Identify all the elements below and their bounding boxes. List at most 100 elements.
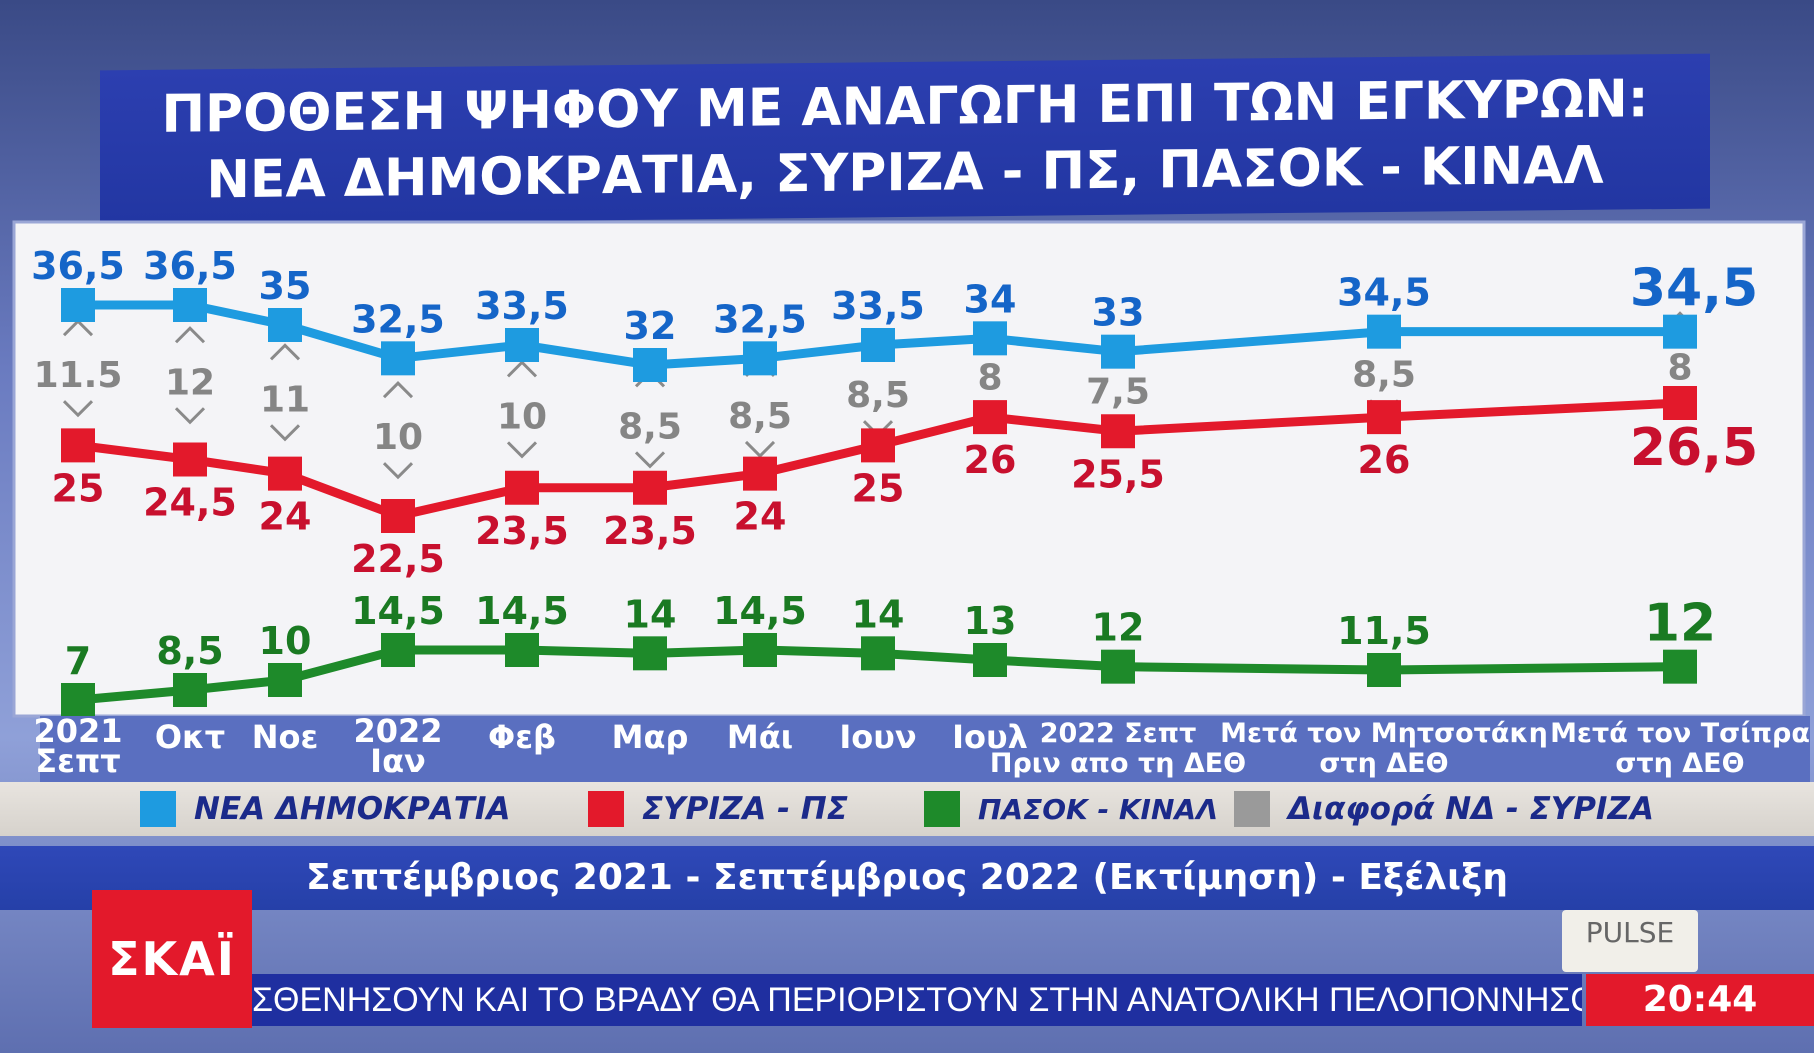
diff-label-3: 10 [373,417,423,458]
diff-label-10: 8,5 [1352,354,1416,395]
marker-nd-5 [633,348,667,382]
diff-label-9: 7,5 [1086,371,1150,412]
marker-nd-11 [1663,314,1697,349]
legend-item-syriza: ΣΥΡΙΖΑ - ΠΣ [588,791,848,827]
series-markers [61,288,1697,717]
data-label-pasok-3: 14,5 [351,589,445,633]
data-label-pasok-8: 13 [964,599,1017,643]
marker-pasok-5 [633,636,667,671]
data-label-syriza-9: 25,5 [1071,452,1165,496]
data-label-nd-1: 36,5 [143,244,237,288]
diff-arrow-up-1 [174,326,206,344]
marker-syriza-11 [1663,386,1697,420]
marker-pasok-0 [61,683,95,717]
data-labels: 36,5 36,5 35 32,5 33,5 32 32,5 33,5 34 33 34,5 34,5… [31,244,1758,683]
x-tick-label-8-0: Ιουλ [952,718,1028,756]
marker-nd-9 [1101,334,1135,369]
legend-label-diff: Διαφορά ΝΔ - ΣΥΡΙΖΑ [1288,791,1654,827]
marker-syriza-4 [505,470,539,505]
marker-pasok-8 [973,643,1007,677]
marker-syriza-3 [381,499,415,533]
data-label-syriza-8: 26 [964,438,1017,482]
x-tick-label-6-0: Μάι [727,718,793,756]
marker-nd-10 [1367,314,1401,349]
data-label-pasok-6: 14,5 [713,589,807,633]
data-label-nd-7: 33,5 [831,284,925,328]
channel-logo: ΣΚΑΪ [92,890,252,1028]
marker-nd-7 [861,328,895,362]
diff-arrow-down-6 [744,440,776,459]
diff-arrow-down-2 [269,424,301,442]
x-tick-label-1-0: Οκτ [155,718,225,756]
x-tick-label-7-0: Ιουν [839,718,916,756]
diff-label-0: 11.5 [34,355,123,396]
x-tick-label-11-1: στη ΔΕΘ [1615,748,1744,779]
legend-label-syriza: ΣΥΡΙΖΑ - ΠΣ [642,791,848,827]
legend: ΝΕΑ ΔΗΜΟΚΡΑΤΙΑ ΣΥΡΙΖΑ - ΠΣ ΠΑΣΟΚ - ΚΙΝΑΛ… [0,782,1814,836]
data-label-nd-8: 34 [964,277,1017,321]
marker-syriza-8 [973,400,1007,435]
legend-item-pasok: ΠΑΣΟΚ - ΚΙΝΑΛ [924,791,1218,827]
legend-label-pasok: ΠΑΣΟΚ - ΚΙΝΑΛ [978,792,1218,826]
data-label-pasok-5: 14 [624,592,677,636]
marker-syriza-7 [861,428,895,463]
diff-label-11: 8 [1667,347,1692,388]
marker-syriza-0 [61,428,95,463]
data-label-pasok-9: 12 [1092,606,1145,650]
x-tick-label-3-0: 2022 [353,712,442,750]
data-label-nd-11: 34,5 [1630,259,1758,319]
data-label-syriza-0: 25 [52,466,105,510]
marker-pasok-7 [861,636,895,671]
legend-swatch-diff [1234,791,1270,827]
diff-label-8: 8 [977,358,1002,399]
legend-item-diff: Διαφορά ΝΔ - ΣΥΡΙΖΑ [1234,791,1654,827]
x-tick-label-9-1: Πριν απο τη ΔΕΘ [990,748,1246,779]
data-label-nd-0: 36,5 [31,244,125,288]
x-tick-label-0-0: 2021 [33,712,122,750]
x-axis-band [40,716,1810,782]
marker-pasok-9 [1101,649,1135,684]
broadcast-clock: 20:44 [1586,974,1814,1026]
marker-syriza-10 [1367,400,1401,435]
x-tick-label-0-1: Σεπτ [35,742,120,780]
marker-pasok-2 [268,663,302,697]
marker-syriza-6 [743,456,777,491]
marker-pasok-11 [1663,649,1697,684]
marker-pasok-3 [381,633,415,667]
data-label-nd-10: 34,5 [1337,271,1431,315]
marker-pasok-10 [1367,653,1401,687]
data-label-syriza-10: 26 [1358,438,1411,482]
data-label-syriza-4: 23,5 [475,509,569,553]
marker-nd-0 [61,288,95,322]
diff-label-6: 8,5 [728,396,792,437]
diff-arrow-down-5 [634,451,666,469]
data-label-nd-4: 33,5 [475,284,569,328]
legend-swatch-syriza [588,791,624,827]
data-label-nd-2: 35 [259,264,312,308]
diff-arrow-up-2 [269,343,301,361]
x-tick-label-2-0: Νοε [252,718,319,756]
legend-swatch-pasok [924,791,960,827]
x-tick-label-10-0: Μετά τον Μητσοτάκη [1220,718,1548,749]
data-label-pasok-10: 11,5 [1337,609,1431,653]
diff-label-7: 8,5 [846,375,910,416]
data-label-nd-9: 33 [1092,291,1145,335]
marker-pasok-6 [743,633,777,667]
marker-syriza-5 [633,470,667,505]
marker-nd-4 [505,328,539,362]
data-label-pasok-2: 10 [259,619,312,663]
data-label-pasok-0: 7 [65,639,91,683]
diff-label-1: 12 [165,362,215,403]
data-label-syriza-1: 24,5 [143,481,237,525]
x-tick-label-10-1: στη ΔΕΘ [1319,748,1448,779]
data-label-syriza-11: 26,5 [1630,418,1758,478]
data-label-syriza-6: 24 [734,495,787,539]
legend-swatch-nd [140,791,176,827]
x-tick-label-3-1: Ιαν [370,742,426,780]
diff-arrow-up-3 [382,381,414,399]
marker-nd-3 [381,341,415,376]
diff-label-2: 11 [260,379,310,420]
data-label-nd-6: 32,5 [713,297,807,341]
marker-nd-1 [173,288,207,322]
